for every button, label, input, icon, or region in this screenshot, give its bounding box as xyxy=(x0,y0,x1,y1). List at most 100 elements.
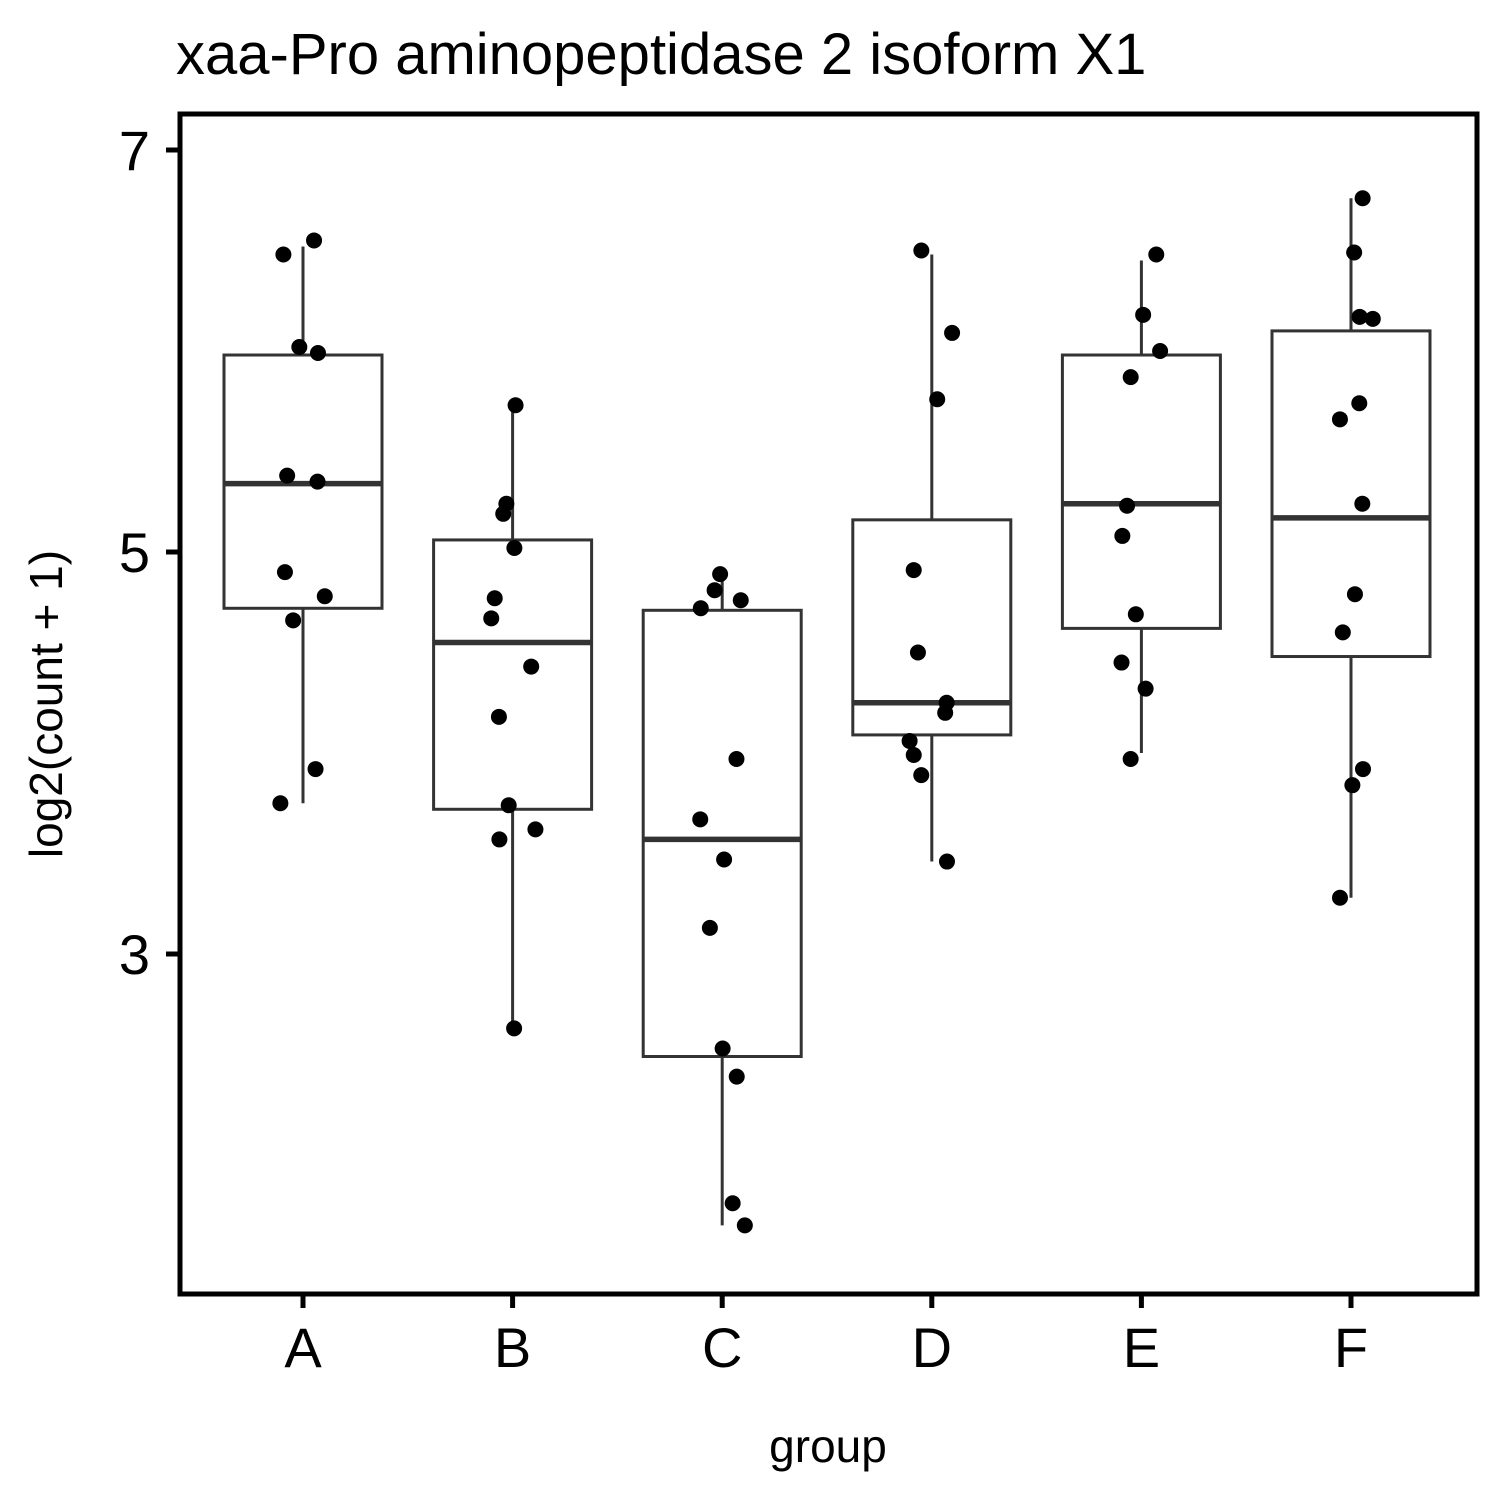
data-point xyxy=(913,767,930,784)
y-axis-label: log2(count + 1) xyxy=(20,550,72,858)
data-point xyxy=(724,1195,741,1212)
data-point xyxy=(1354,761,1371,778)
data-point xyxy=(307,761,324,778)
data-point xyxy=(1119,497,1136,514)
x-axis-label: group xyxy=(769,1420,887,1472)
data-point xyxy=(276,564,293,581)
data-point xyxy=(905,747,922,764)
data-point xyxy=(316,588,333,605)
box-iqr xyxy=(641,608,803,1059)
data-point xyxy=(1344,777,1361,794)
data-point xyxy=(1334,624,1351,641)
box-group-b xyxy=(432,405,594,1029)
x-axis: A B C D E F xyxy=(284,1294,1368,1379)
points-group-b xyxy=(483,397,544,1037)
plot-content xyxy=(222,190,1432,1234)
data-point xyxy=(937,704,954,721)
y-axis: 3 5 7 xyxy=(119,119,180,986)
data-point xyxy=(1122,369,1139,386)
x-tick-label: B xyxy=(494,1316,531,1379)
data-point xyxy=(1148,246,1165,263)
data-point xyxy=(728,751,745,768)
data-point xyxy=(1354,495,1371,512)
data-point xyxy=(309,345,326,362)
data-point xyxy=(728,1068,745,1085)
data-point xyxy=(291,338,308,355)
x-tick-label: C xyxy=(702,1316,742,1379)
box-group-c xyxy=(641,574,803,1226)
box-group-e xyxy=(1060,260,1222,753)
box-group-f xyxy=(1270,198,1432,898)
data-point xyxy=(272,795,289,812)
box-group-d xyxy=(851,254,1013,862)
points-group-d xyxy=(901,242,961,870)
data-point xyxy=(901,732,918,749)
data-point xyxy=(929,391,946,408)
data-point xyxy=(1135,306,1152,323)
data-point xyxy=(495,505,512,522)
data-point xyxy=(1122,751,1139,768)
data-point xyxy=(692,811,709,828)
data-point xyxy=(1346,244,1363,261)
data-point xyxy=(1137,680,1154,697)
x-tick-label: E xyxy=(1123,1316,1160,1379)
data-point xyxy=(712,566,729,583)
y-tick-label: 5 xyxy=(119,521,150,584)
data-point xyxy=(714,1040,731,1057)
data-point xyxy=(1114,527,1131,544)
data-point xyxy=(732,592,749,609)
data-point xyxy=(527,821,544,838)
box-group-a xyxy=(222,246,384,804)
points-group-f xyxy=(1331,190,1381,906)
data-point xyxy=(523,658,540,675)
points-group-e xyxy=(1113,246,1169,768)
data-point xyxy=(1127,606,1144,623)
data-point xyxy=(483,610,500,627)
data-point xyxy=(1351,395,1368,412)
data-point xyxy=(909,644,926,661)
chart-title: xaa-Pro aminopeptidase 2 isoform X1 xyxy=(176,22,1146,87)
points-group-a xyxy=(272,232,333,812)
data-point xyxy=(692,600,709,617)
data-point xyxy=(913,242,930,259)
data-point xyxy=(1331,411,1348,428)
data-point xyxy=(285,612,302,629)
box-iqr xyxy=(851,518,1013,737)
box-iqr xyxy=(1270,329,1432,659)
data-point xyxy=(279,467,296,484)
data-point xyxy=(716,851,733,868)
data-point xyxy=(490,708,507,725)
y-tick-label: 7 xyxy=(119,119,150,182)
data-point xyxy=(306,232,323,249)
data-point xyxy=(701,919,718,936)
data-point xyxy=(500,797,517,814)
data-point xyxy=(486,590,503,607)
data-point xyxy=(275,246,292,263)
data-point xyxy=(938,853,955,870)
data-point xyxy=(736,1217,753,1234)
data-point xyxy=(706,582,723,599)
points-group-c xyxy=(692,566,753,1234)
data-point xyxy=(944,324,961,341)
box-iqr xyxy=(1060,353,1222,630)
data-point xyxy=(1364,310,1381,327)
box-iqr xyxy=(432,538,594,811)
y-tick-label: 3 xyxy=(119,923,150,986)
data-point xyxy=(506,539,523,556)
data-point xyxy=(1351,308,1368,325)
data-point xyxy=(1354,190,1371,207)
data-point xyxy=(905,562,922,579)
data-point xyxy=(1152,343,1169,359)
data-point xyxy=(1331,889,1348,906)
plot-frame xyxy=(177,111,1480,1297)
data-point xyxy=(507,397,524,414)
data-point xyxy=(506,1020,523,1037)
x-tick-label: F xyxy=(1334,1316,1368,1379)
data-point xyxy=(1346,586,1363,603)
data-point xyxy=(491,831,508,848)
data-point xyxy=(309,473,326,490)
x-tick-label: D xyxy=(912,1316,952,1379)
x-tick-label: A xyxy=(284,1316,322,1379)
data-point xyxy=(1113,654,1130,671)
